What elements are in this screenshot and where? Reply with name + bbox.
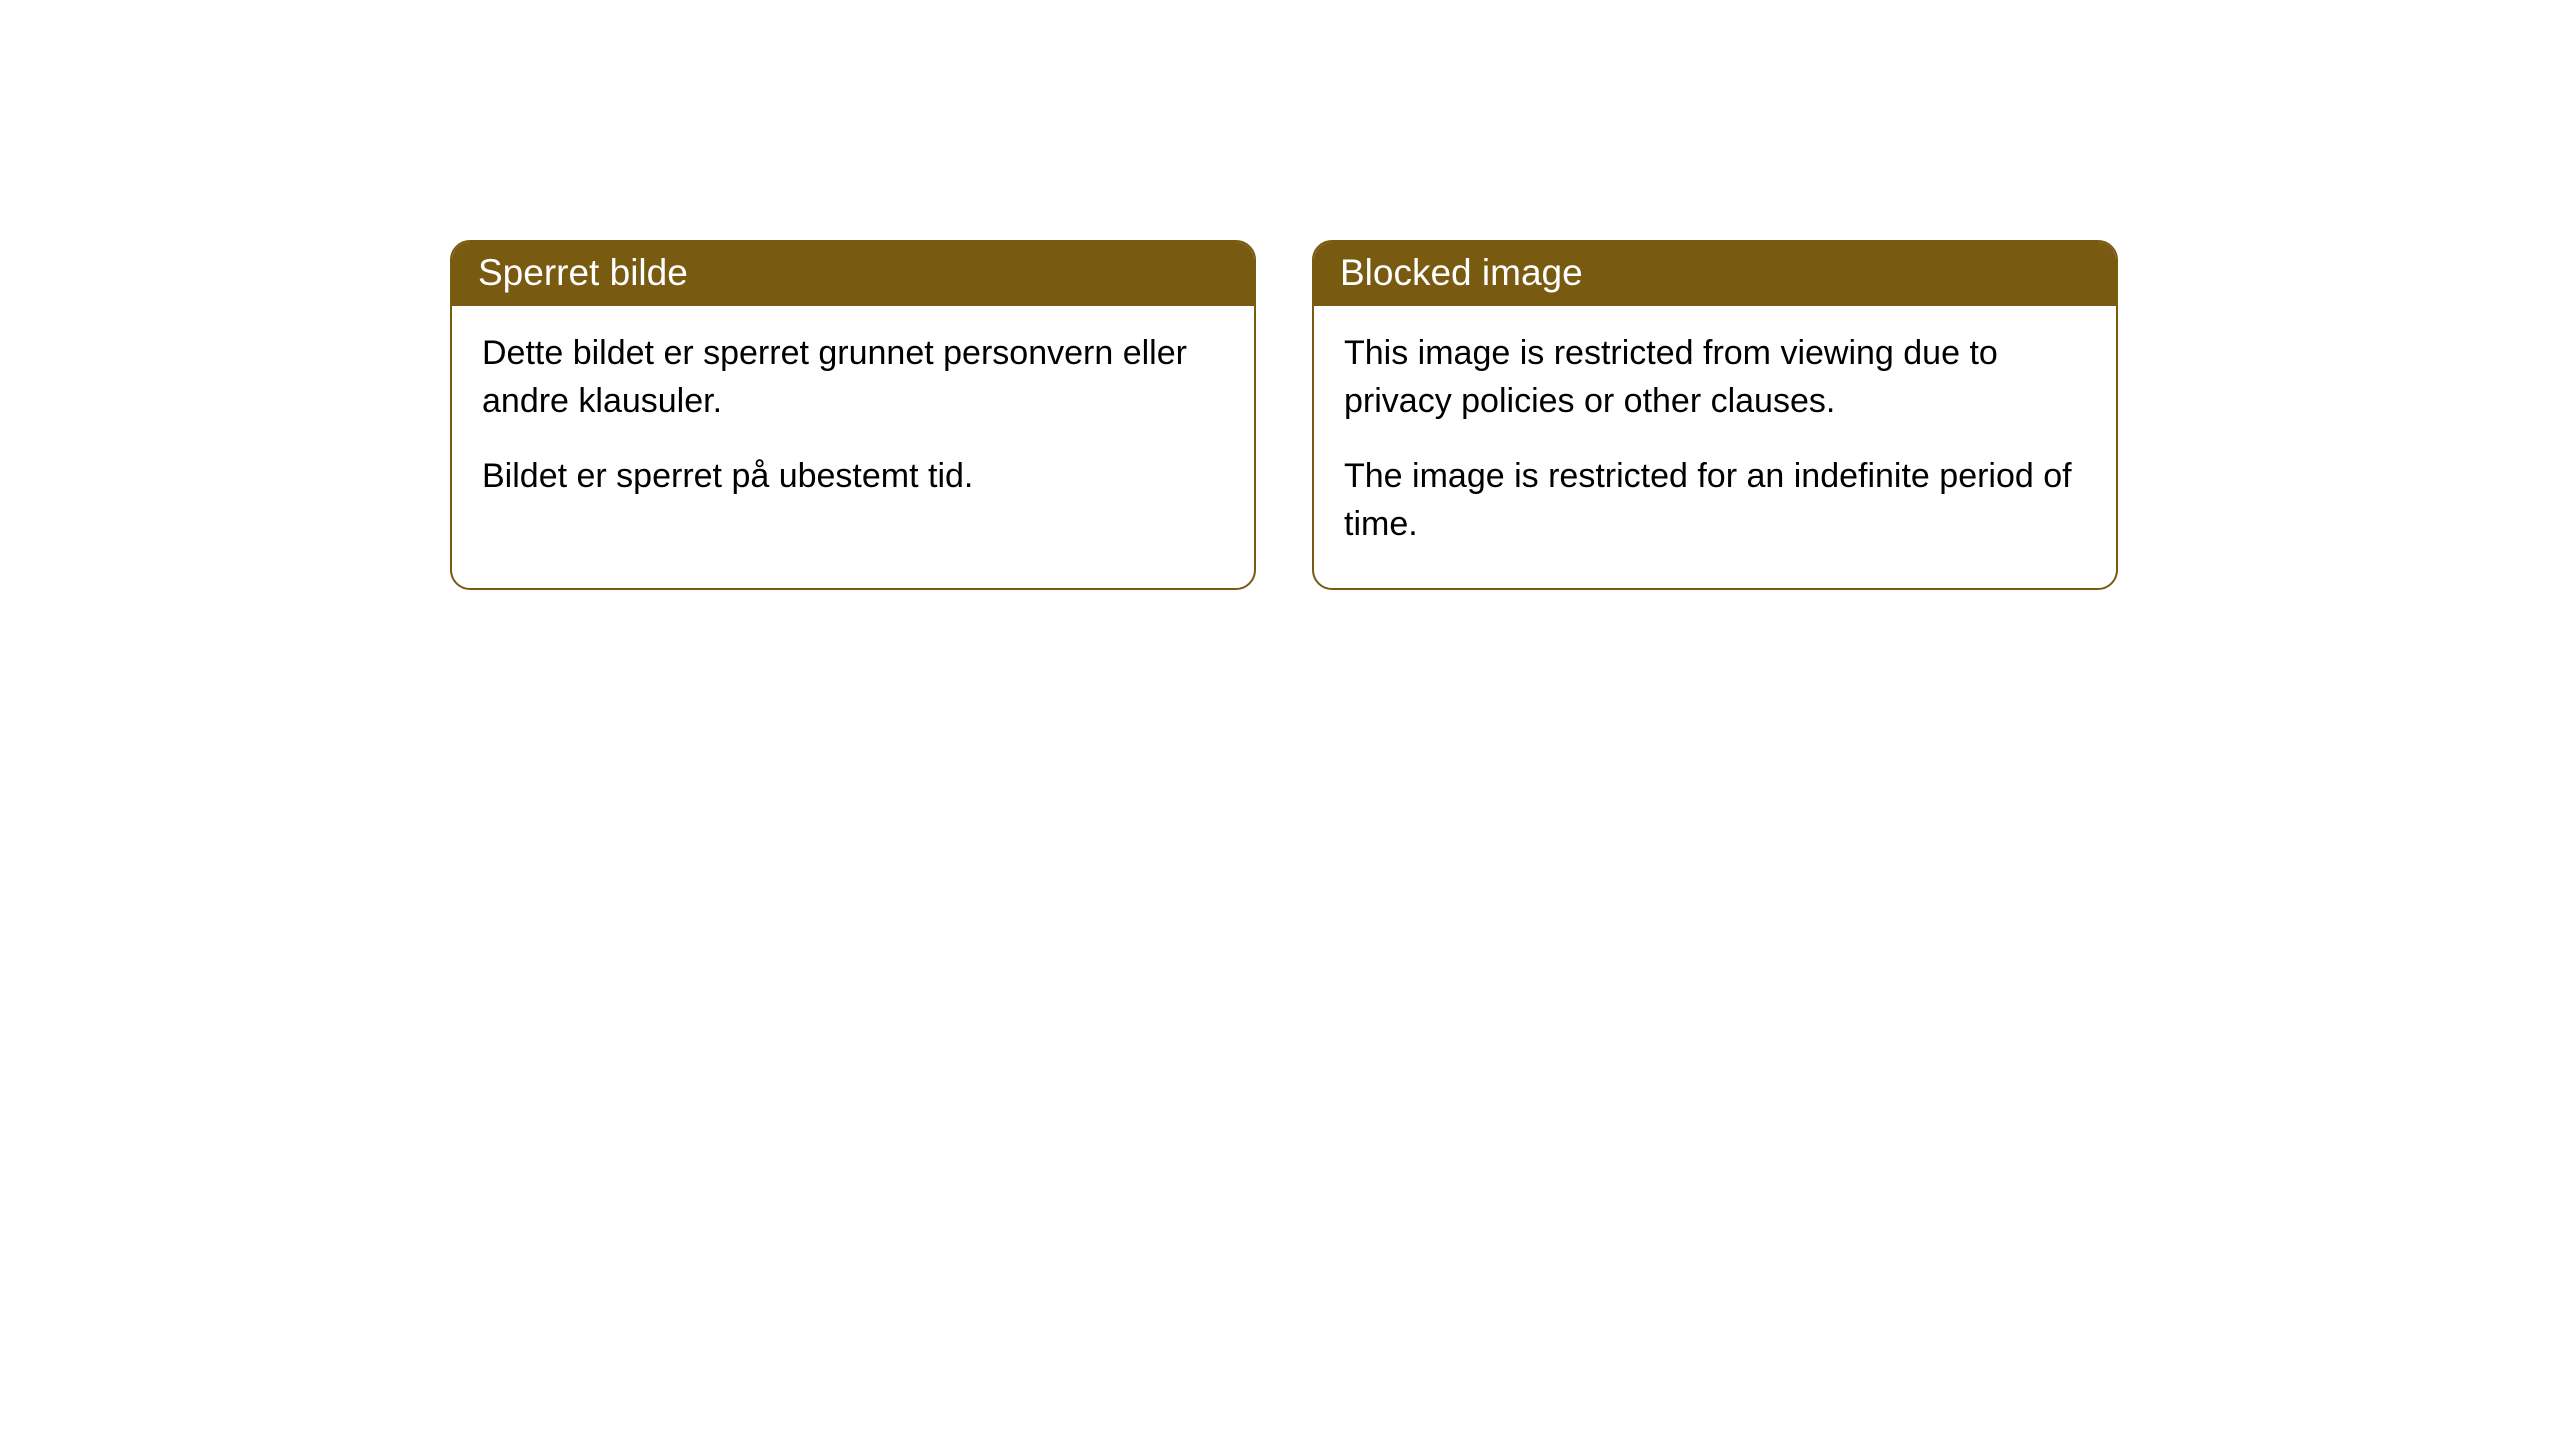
card-title: Blocked image	[1340, 252, 1583, 293]
cards-container: Sperret bilde Dette bildet er sperret gr…	[450, 240, 2118, 590]
card-english: Blocked image This image is restricted f…	[1312, 240, 2118, 590]
card-header-norwegian: Sperret bilde	[452, 242, 1254, 306]
card-paragraph: This image is restricted from viewing du…	[1344, 330, 2086, 425]
card-body-norwegian: Dette bildet er sperret grunnet personve…	[452, 306, 1254, 541]
card-paragraph: The image is restricted for an indefinit…	[1344, 453, 2086, 548]
card-paragraph: Dette bildet er sperret grunnet personve…	[482, 330, 1224, 425]
card-paragraph: Bildet er sperret på ubestemt tid.	[482, 453, 1224, 501]
card-norwegian: Sperret bilde Dette bildet er sperret gr…	[450, 240, 1256, 590]
card-title: Sperret bilde	[478, 252, 688, 293]
card-header-english: Blocked image	[1314, 242, 2116, 306]
card-body-english: This image is restricted from viewing du…	[1314, 306, 2116, 588]
